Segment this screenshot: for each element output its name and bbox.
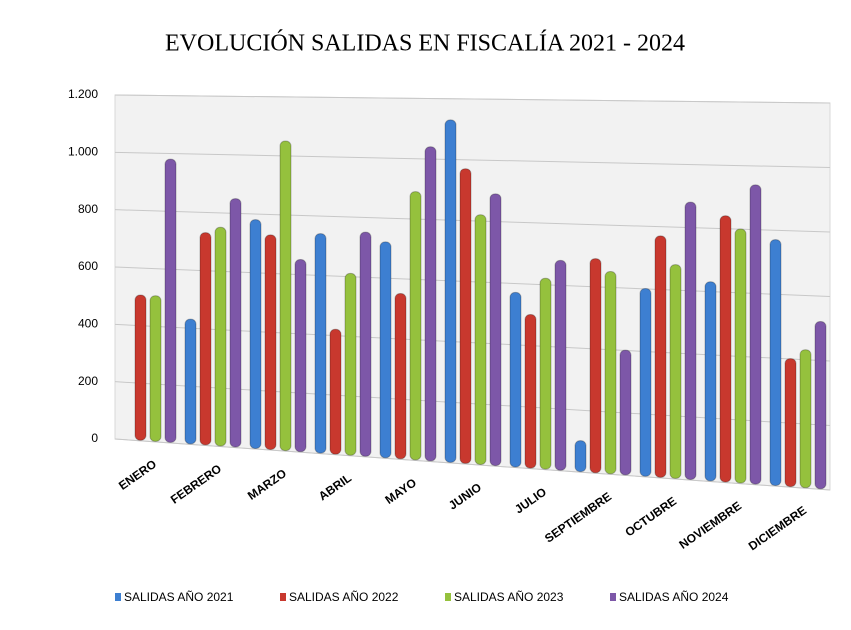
x-tick-label: DICIEMBRE — [746, 503, 809, 553]
bar — [229, 198, 242, 448]
bar — [784, 358, 797, 488]
bar — [619, 349, 632, 476]
bar — [314, 233, 327, 454]
x-tick-label: JULIO — [512, 485, 549, 517]
x-tick-label: ABRIL — [316, 471, 354, 504]
bar — [249, 219, 262, 449]
grid-line — [114, 151, 831, 168]
y-tick-label: 200 — [78, 374, 98, 388]
x-tick-label: MARZO — [245, 466, 289, 503]
bar — [604, 271, 617, 475]
bar — [329, 328, 342, 455]
x-tick-label: NOVIEMBRE — [676, 499, 744, 552]
legend-swatch — [445, 593, 451, 601]
bar — [134, 294, 147, 441]
legend-swatch — [115, 593, 121, 601]
bar — [589, 258, 602, 474]
bar — [459, 168, 472, 464]
bar — [749, 184, 762, 485]
bar — [409, 191, 422, 461]
x-tick-label: JUNIO — [446, 480, 484, 513]
bar — [554, 259, 567, 471]
bar — [814, 321, 827, 490]
bar — [734, 228, 747, 484]
grid-line — [114, 438, 831, 491]
bar — [149, 295, 162, 442]
x-tick-label: ENERO — [116, 457, 159, 493]
x-tick-label: FEBRERO — [168, 462, 224, 507]
bar — [264, 234, 277, 451]
bar — [509, 291, 522, 468]
bar — [719, 215, 732, 483]
x-tick-label: SEPTIEMBRE — [542, 489, 614, 545]
bar — [379, 241, 392, 459]
legend-label: SALIDAS AÑO 2024 — [619, 590, 729, 604]
bar — [394, 292, 407, 460]
bar — [164, 158, 177, 443]
bar — [199, 232, 212, 446]
bar — [279, 140, 292, 452]
legend-swatch — [280, 593, 286, 601]
grid-line — [114, 94, 831, 104]
legend-label: SALIDAS AÑO 2023 — [454, 590, 564, 604]
y-tick-label: 1.000 — [68, 145, 98, 159]
y-tick-label: 600 — [78, 259, 98, 273]
bar — [344, 272, 357, 456]
legend-swatch — [610, 593, 616, 601]
bar — [684, 201, 697, 480]
bar — [294, 259, 307, 453]
legend-label: SALIDAS AÑO 2022 — [289, 590, 399, 604]
y-tick-label: 0 — [91, 431, 98, 445]
bar — [184, 318, 197, 445]
bar — [769, 239, 782, 487]
bar — [539, 277, 552, 470]
bar — [574, 440, 587, 473]
bar — [524, 314, 537, 469]
bar — [474, 214, 487, 465]
bar — [424, 146, 437, 462]
chart-title: EVOLUCIÓN SALIDAS EN FISCALÍA 2021 - 202… — [165, 30, 685, 57]
bar — [214, 226, 227, 447]
bar — [359, 231, 372, 457]
bar — [444, 119, 457, 463]
bar — [654, 235, 667, 478]
bar — [489, 193, 502, 467]
bar — [799, 349, 812, 489]
legend-label: SALIDAS AÑO 2021 — [124, 590, 234, 604]
y-tick-label: 800 — [78, 202, 98, 216]
y-tick-label: 400 — [78, 317, 98, 331]
bar — [704, 281, 717, 482]
x-tick-label: OCTUBRE — [622, 494, 679, 540]
y-tick-label: 1.200 — [68, 87, 98, 101]
x-tick-label: MAYO — [382, 475, 419, 506]
bar — [639, 288, 652, 477]
bar — [669, 264, 682, 479]
